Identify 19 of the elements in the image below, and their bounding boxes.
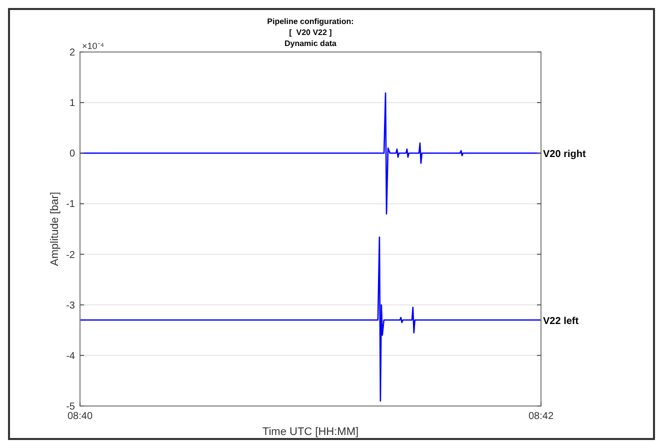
series-label: V20 right xyxy=(543,149,586,160)
chart-subtitle: [ V20 V22 ] Dynamic data xyxy=(284,28,338,48)
line-series xyxy=(79,236,542,402)
y-tick-label: 2 xyxy=(69,48,76,58)
y-tick-label: -2 xyxy=(66,250,76,261)
text: ×10⁻⁴ xyxy=(82,41,104,51)
y-tick-label: -1 xyxy=(66,199,76,210)
x-axis-title: Time UTC [HH:MM] xyxy=(262,426,359,438)
y-tick-label: -4 xyxy=(66,350,76,362)
y-tick-label: 0 xyxy=(69,148,76,160)
x-tick-label: 08:42 xyxy=(528,411,554,422)
line-series xyxy=(79,92,542,214)
y-tick-label: 1 xyxy=(69,98,76,110)
chart-title: Pipeline configuration: xyxy=(267,17,354,26)
x-tick-label: 08:40 xyxy=(67,411,93,422)
y-axis-title: Amplitude [bar] xyxy=(49,192,61,266)
y-tick-label: -5 xyxy=(66,402,76,412)
series-label: V22 left xyxy=(543,316,580,328)
y-tick-label: -3 xyxy=(66,300,76,312)
